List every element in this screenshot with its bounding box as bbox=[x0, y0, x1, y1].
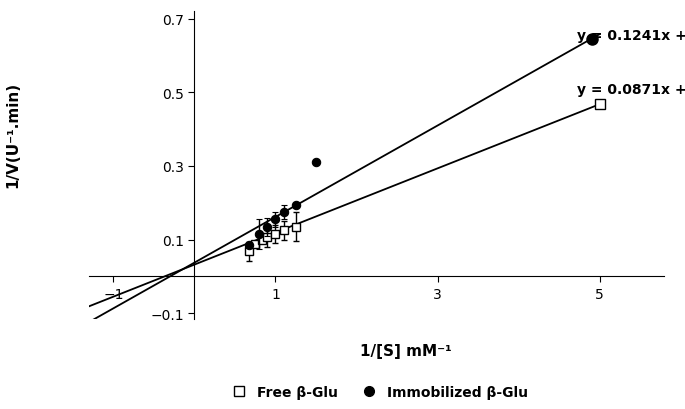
X-axis label: 1/[S] mM⁻¹: 1/[S] mM⁻¹ bbox=[360, 344, 451, 359]
Text: y = 0.0871x + 0.0322: y = 0.0871x + 0.0322 bbox=[577, 83, 685, 97]
Legend: Free β-Glu, Immobilized β-Glu: Free β-Glu, Immobilized β-Glu bbox=[220, 379, 534, 404]
Text: y = 0.1241x + 0.0375: y = 0.1241x + 0.0375 bbox=[577, 29, 685, 43]
Y-axis label: 1/V(U⁻¹.min): 1/V(U⁻¹.min) bbox=[5, 82, 20, 188]
